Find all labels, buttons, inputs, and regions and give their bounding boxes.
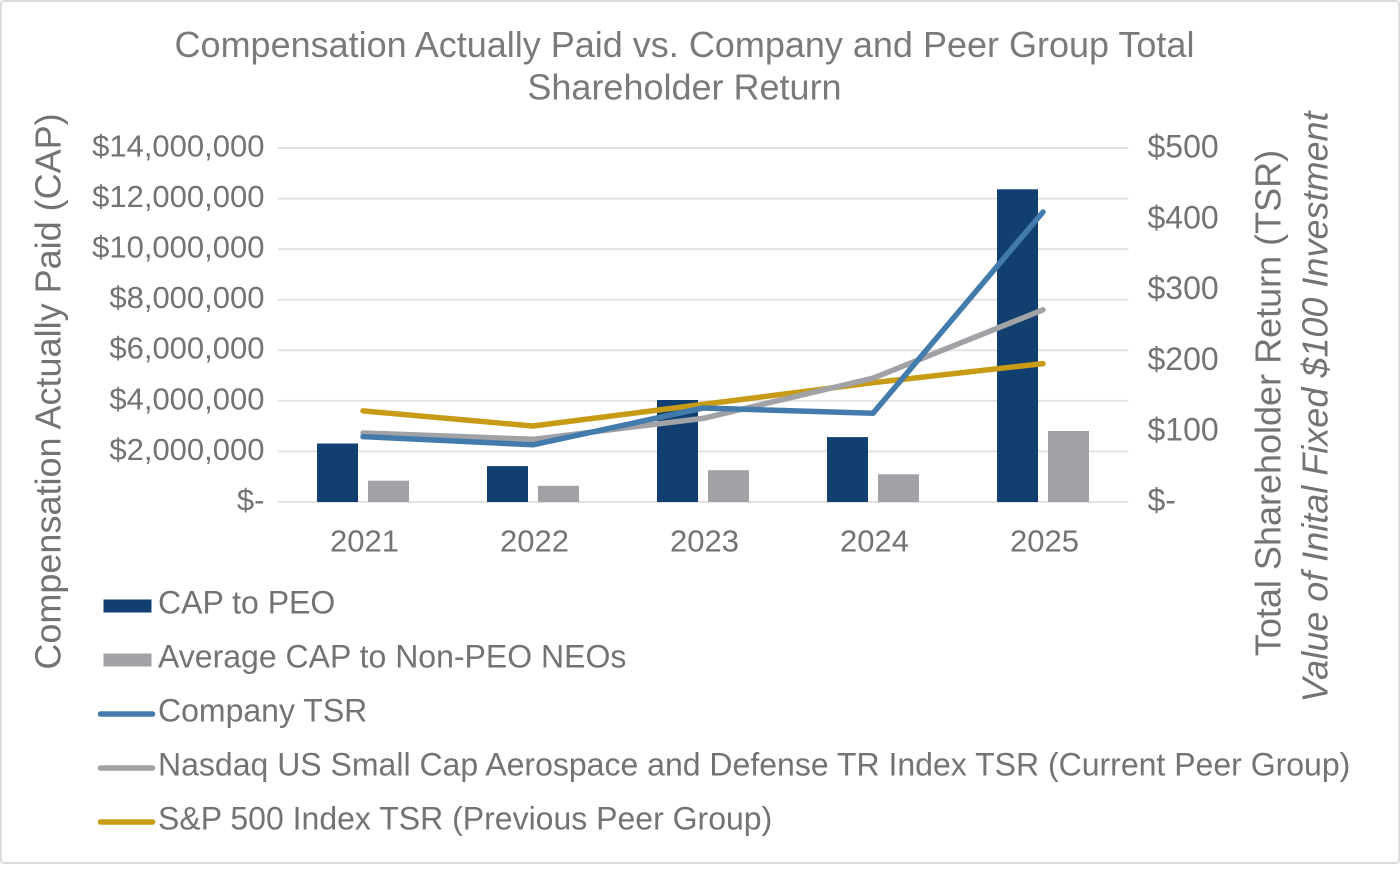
svg-text:CAP to PEO: CAP to PEO: [158, 585, 335, 621]
svg-text:Value of Inital Fixed $100 Inv: Value of Inital Fixed $100 Investment: [1295, 109, 1336, 702]
svg-text:Shareholder Return: Shareholder Return: [527, 66, 841, 107]
svg-text:$4,000,000: $4,000,000: [109, 381, 264, 416]
svg-text:$-: $-: [237, 482, 265, 517]
svg-text:2024: 2024: [840, 523, 909, 558]
svg-text:$12,000,000: $12,000,000: [92, 179, 264, 214]
svg-text:2025: 2025: [1010, 523, 1079, 558]
svg-text:$400: $400: [1148, 199, 1219, 235]
svg-text:2023: 2023: [670, 523, 739, 558]
svg-text:$2,000,000: $2,000,000: [109, 432, 264, 467]
svg-text:2021: 2021: [330, 523, 399, 558]
svg-text:$10,000,000: $10,000,000: [92, 230, 264, 265]
svg-text:$200: $200: [1148, 341, 1219, 377]
svg-text:$500: $500: [1148, 129, 1219, 165]
svg-text:$8,000,000: $8,000,000: [109, 280, 264, 315]
svg-text:Nasdaq US Small Cap Aerospace: Nasdaq US Small Cap Aerospace and Defens…: [158, 747, 1350, 783]
svg-text:Compensation Actually Paid (CA: Compensation Actually Paid (CAP): [28, 113, 69, 669]
svg-text:Total Shareholder Return (TSR): Total Shareholder Return (TSR): [1248, 150, 1289, 656]
svg-text:$100: $100: [1148, 412, 1219, 448]
svg-text:$14,000,000: $14,000,000: [92, 128, 264, 163]
svg-text:$6,000,000: $6,000,000: [109, 331, 264, 366]
svg-text:Company TSR: Company TSR: [158, 693, 367, 729]
svg-text:S&P 500 Index TSR (Previous Pe: S&P 500 Index TSR (Previous Peer Group): [158, 801, 772, 837]
svg-text:$300: $300: [1148, 270, 1219, 306]
svg-text:2022: 2022: [500, 523, 569, 558]
svg-text:Compensation Actually Paid vs.: Compensation Actually Paid vs. Company a…: [175, 24, 1195, 65]
svg-text:Average CAP to Non-PEO NEOs: Average CAP to Non-PEO NEOs: [158, 639, 626, 675]
svg-text:$-: $-: [1148, 482, 1176, 518]
